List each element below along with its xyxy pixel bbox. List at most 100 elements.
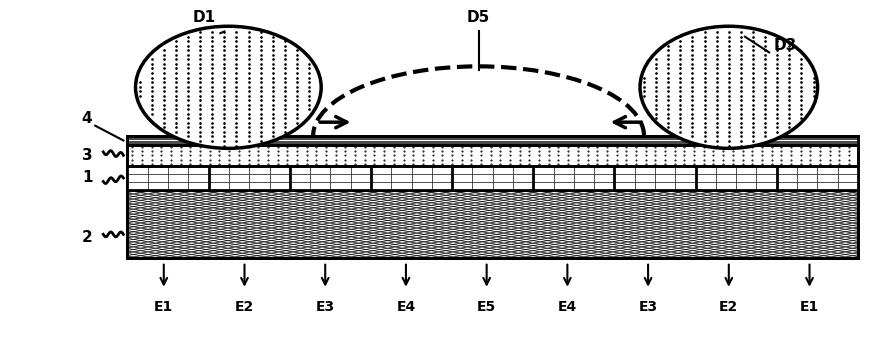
- Bar: [249, 182, 269, 190]
- Bar: [350, 182, 370, 190]
- Text: E4: E4: [396, 300, 416, 314]
- Text: D3: D3: [773, 38, 796, 53]
- Bar: [553, 174, 573, 182]
- Bar: [148, 174, 167, 182]
- Bar: [128, 190, 857, 258]
- Bar: [269, 174, 290, 182]
- Bar: [249, 174, 269, 182]
- Bar: [391, 166, 411, 174]
- Bar: [492, 182, 512, 190]
- Bar: [634, 166, 654, 174]
- Bar: [370, 182, 391, 190]
- Bar: [654, 174, 674, 182]
- Text: 1: 1: [82, 171, 92, 185]
- Bar: [654, 182, 674, 190]
- Bar: [310, 174, 330, 182]
- Bar: [290, 174, 310, 182]
- Bar: [715, 166, 735, 174]
- Bar: [512, 174, 532, 182]
- Bar: [715, 182, 735, 190]
- Text: 3: 3: [82, 148, 92, 163]
- Bar: [452, 174, 472, 182]
- Bar: [735, 174, 756, 182]
- Bar: [269, 182, 290, 190]
- Bar: [411, 166, 431, 174]
- Bar: [472, 182, 492, 190]
- Bar: [391, 182, 411, 190]
- Bar: [411, 174, 431, 182]
- Bar: [330, 174, 350, 182]
- Bar: [735, 182, 756, 190]
- Bar: [573, 166, 594, 174]
- Bar: [776, 174, 797, 182]
- Bar: [836, 174, 857, 182]
- Bar: [148, 166, 167, 174]
- Text: E2: E2: [235, 300, 254, 314]
- Bar: [188, 182, 208, 190]
- Bar: [797, 166, 816, 174]
- Bar: [594, 174, 614, 182]
- Bar: [674, 182, 695, 190]
- Bar: [310, 166, 330, 174]
- Bar: [776, 182, 797, 190]
- Bar: [836, 182, 857, 190]
- Bar: [553, 182, 573, 190]
- Bar: [614, 174, 634, 182]
- Bar: [452, 182, 472, 190]
- Bar: [128, 166, 857, 190]
- Bar: [431, 166, 452, 174]
- Bar: [229, 174, 249, 182]
- Bar: [310, 182, 330, 190]
- Text: E2: E2: [719, 300, 738, 314]
- Bar: [128, 145, 857, 166]
- Bar: [756, 166, 776, 174]
- Bar: [797, 182, 816, 190]
- Bar: [573, 182, 594, 190]
- Bar: [735, 166, 756, 174]
- Text: E1: E1: [154, 300, 174, 314]
- Bar: [674, 166, 695, 174]
- Text: E3: E3: [638, 300, 657, 314]
- Bar: [756, 182, 776, 190]
- Text: E4: E4: [557, 300, 577, 314]
- Bar: [370, 174, 391, 182]
- Text: E3: E3: [315, 300, 334, 314]
- Bar: [512, 166, 532, 174]
- Bar: [128, 182, 148, 190]
- Bar: [614, 182, 634, 190]
- Bar: [715, 174, 735, 182]
- Bar: [208, 166, 229, 174]
- Bar: [756, 174, 776, 182]
- Bar: [634, 182, 654, 190]
- Bar: [128, 136, 857, 145]
- Text: D1: D1: [192, 10, 215, 25]
- Bar: [816, 166, 836, 174]
- Bar: [614, 166, 634, 174]
- Bar: [654, 166, 674, 174]
- Bar: [128, 166, 148, 174]
- Bar: [532, 182, 553, 190]
- Bar: [674, 174, 695, 182]
- Bar: [695, 174, 715, 182]
- Bar: [330, 166, 350, 174]
- Bar: [290, 182, 310, 190]
- Bar: [836, 166, 857, 174]
- Text: E5: E5: [477, 300, 496, 314]
- Bar: [816, 174, 836, 182]
- Bar: [128, 174, 148, 182]
- Bar: [167, 166, 188, 174]
- Bar: [472, 166, 492, 174]
- Bar: [594, 166, 614, 174]
- Bar: [431, 182, 452, 190]
- Bar: [512, 182, 532, 190]
- Bar: [350, 166, 370, 174]
- Bar: [269, 166, 290, 174]
- Bar: [229, 182, 249, 190]
- Bar: [167, 182, 188, 190]
- Bar: [472, 174, 492, 182]
- Bar: [573, 174, 594, 182]
- Bar: [431, 174, 452, 182]
- Bar: [128, 190, 857, 258]
- Text: 4: 4: [82, 111, 92, 126]
- Bar: [229, 166, 249, 174]
